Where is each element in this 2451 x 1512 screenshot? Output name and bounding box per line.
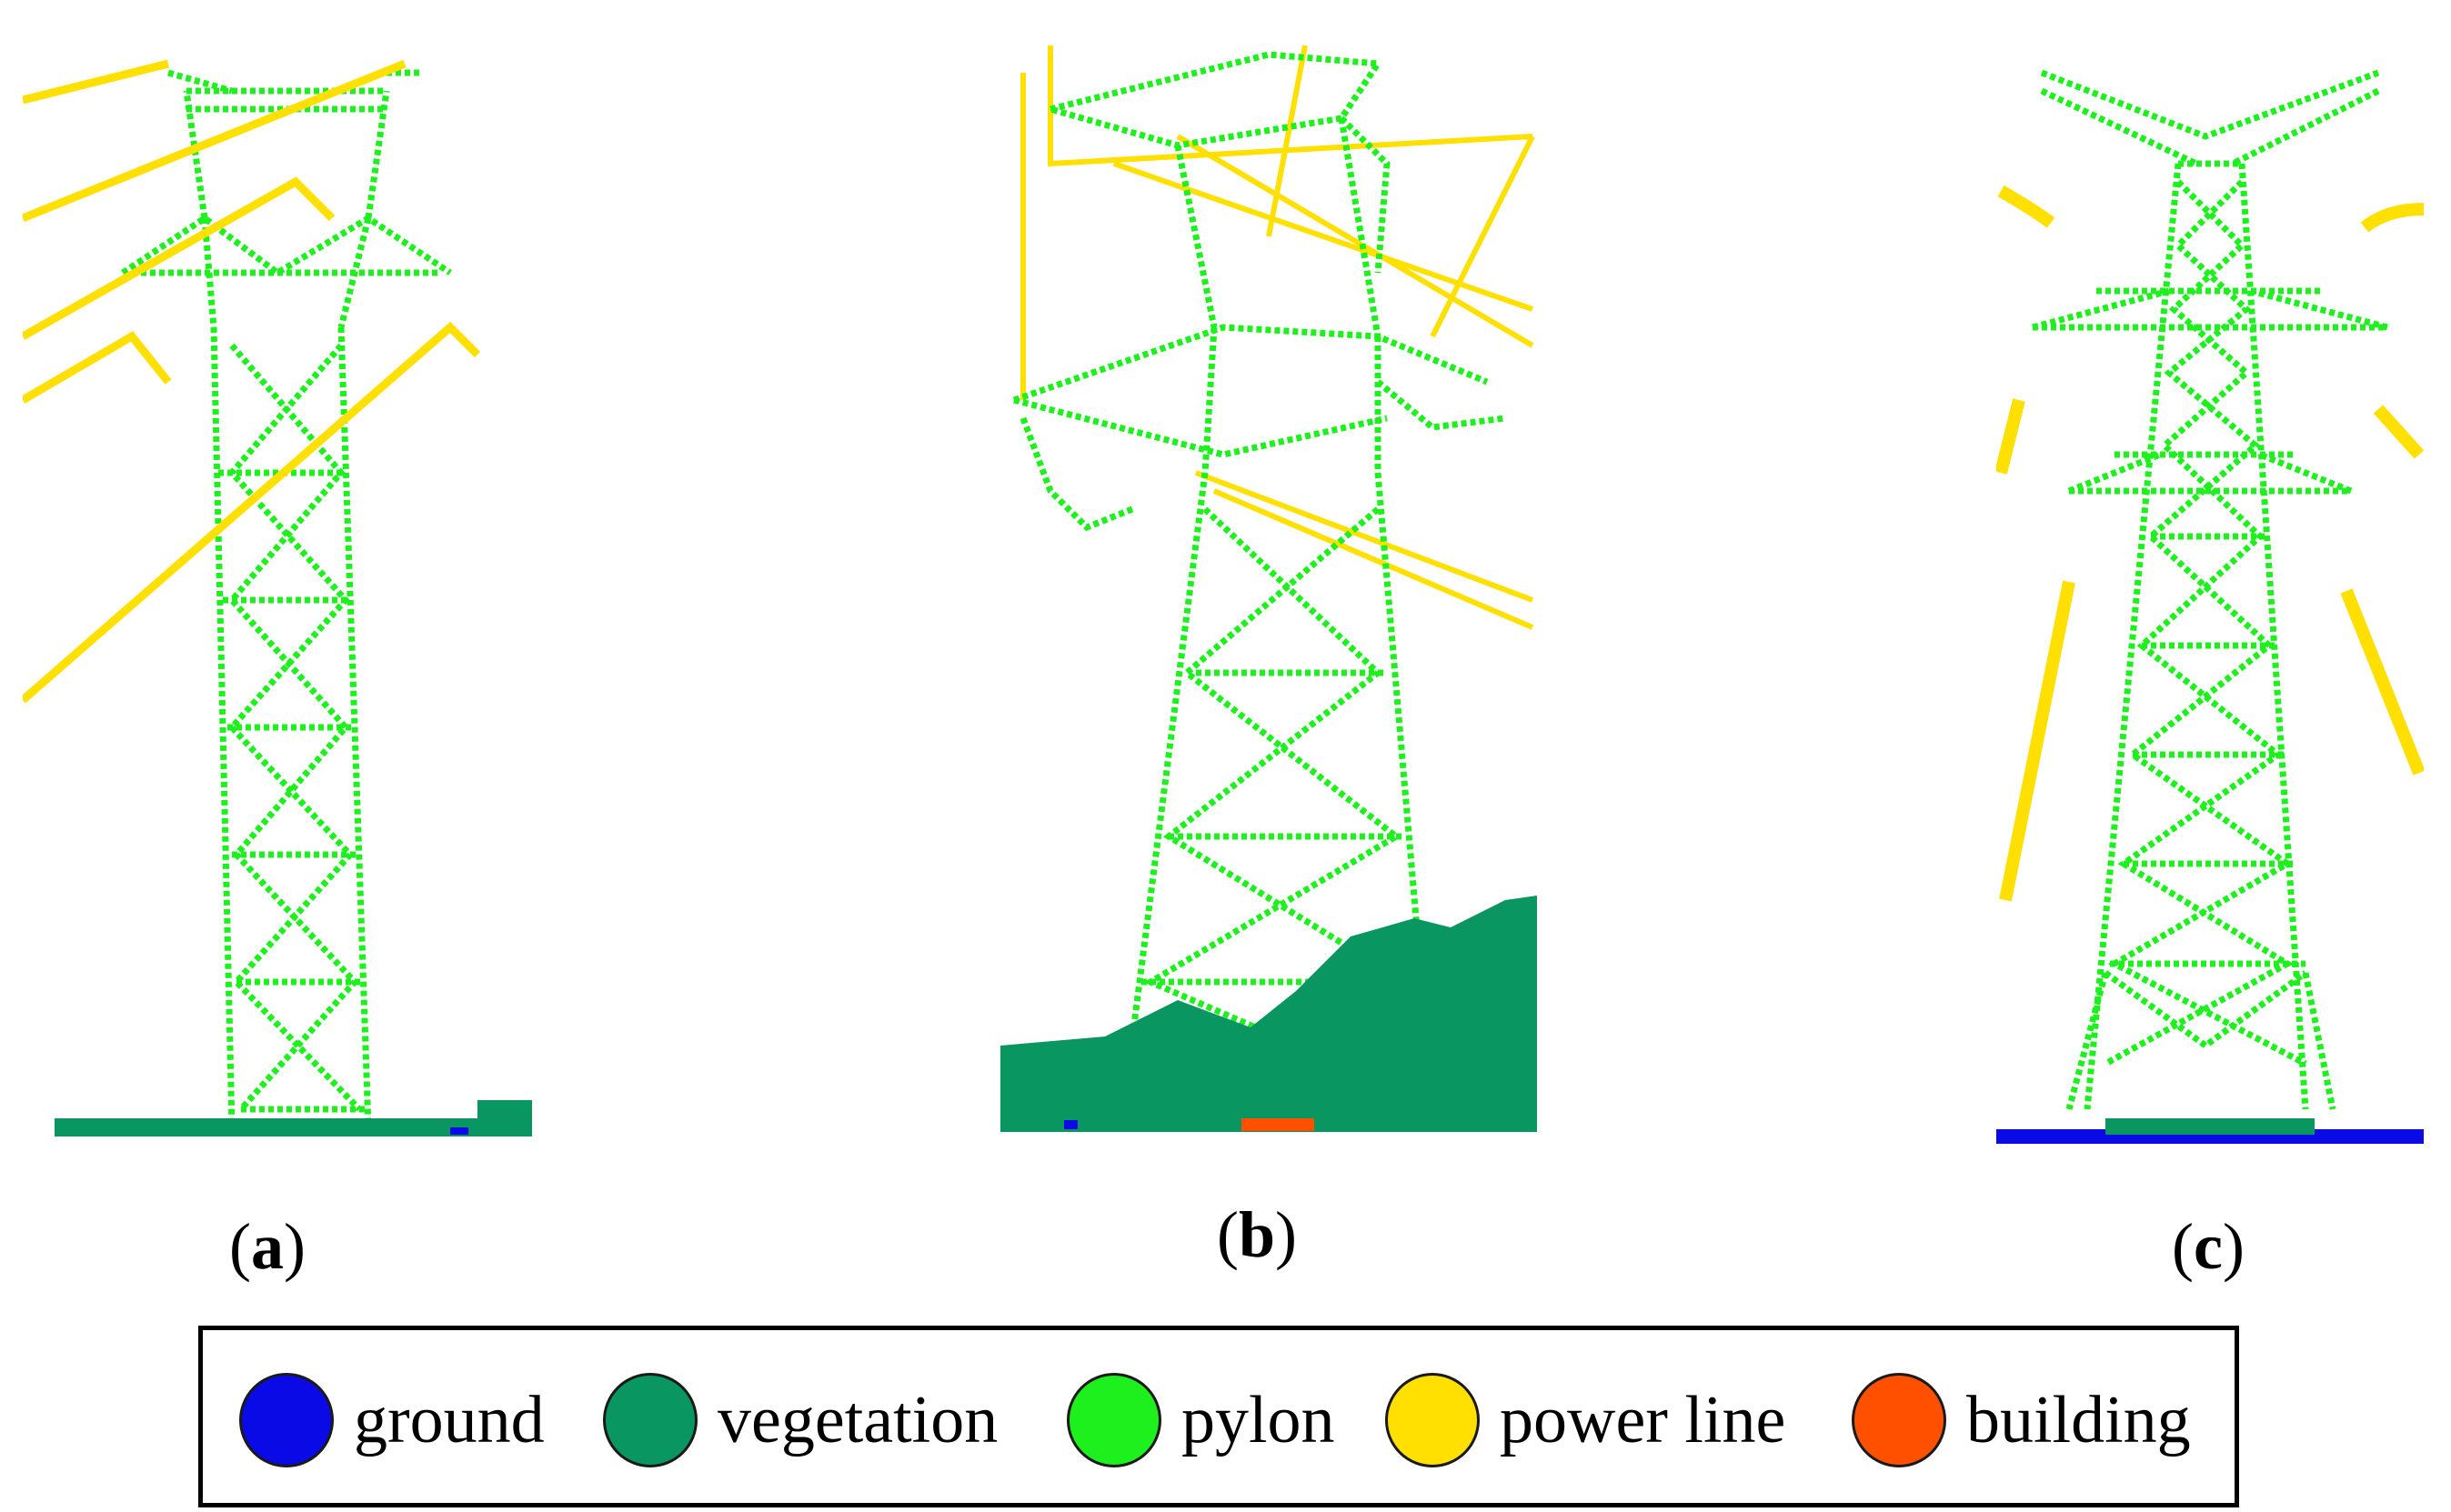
panel-c-pointcloud <box>1996 64 2424 1146</box>
panel-b-vegetation <box>1000 896 1537 1132</box>
panel-a-powerlines <box>23 59 481 704</box>
legend-item-vegetation: vegetation <box>603 1370 998 1470</box>
panel-b-svg <box>1000 45 1537 1132</box>
panel-c-vegetation <box>2105 1118 2315 1135</box>
power-line-swatch-icon <box>1385 1373 1480 1467</box>
panel-b-pointcloud <box>996 36 1542 1137</box>
panel-c-svg <box>1996 69 2424 1144</box>
panel-a-caption: (a) <box>229 1210 306 1283</box>
panel-b-powerlines <box>1020 45 1535 630</box>
panel-a-pointcloud <box>23 36 532 1146</box>
legend-label-ground: ground <box>354 1382 545 1457</box>
panel-a-svg <box>23 59 532 1137</box>
panel-b-building <box>1241 1118 1314 1131</box>
legend-label-power-line: power line <box>1500 1382 1786 1457</box>
ground-swatch-icon <box>239 1373 334 1467</box>
panel-c-pylon <box>2032 69 2388 1110</box>
legend-item-pylon: pylon <box>1067 1370 1335 1470</box>
panel-b-ground <box>1064 1120 1078 1129</box>
panel-c-caption: (c) <box>2172 1210 2245 1283</box>
panel-a-ground <box>450 1127 468 1135</box>
panel-a-vegetation <box>55 1100 532 1137</box>
legend-item-power-line: power line <box>1385 1370 1785 1470</box>
panel-b-caption: (b) <box>1217 1198 1298 1271</box>
building-swatch-icon <box>1852 1373 1946 1467</box>
legend-label-pylon: pylon <box>1181 1382 1335 1457</box>
vegetation-swatch-icon <box>603 1373 698 1467</box>
legend-label-building: building <box>1966 1382 2191 1457</box>
pylon-swatch-icon <box>1067 1373 1161 1467</box>
panel-b-pylon <box>1012 51 1506 1110</box>
panel-c-ground <box>1996 1129 2424 1144</box>
panel-c-powerlines <box>1996 185 2424 902</box>
legend-label-vegetation: vegetation <box>718 1382 999 1457</box>
legend: ground vegetation pylon power line build… <box>198 1326 2239 1507</box>
legend-item-building: building <box>1852 1370 2191 1470</box>
legend-item-ground: ground <box>239 1370 545 1470</box>
panel-a-pylon <box>121 69 452 1128</box>
